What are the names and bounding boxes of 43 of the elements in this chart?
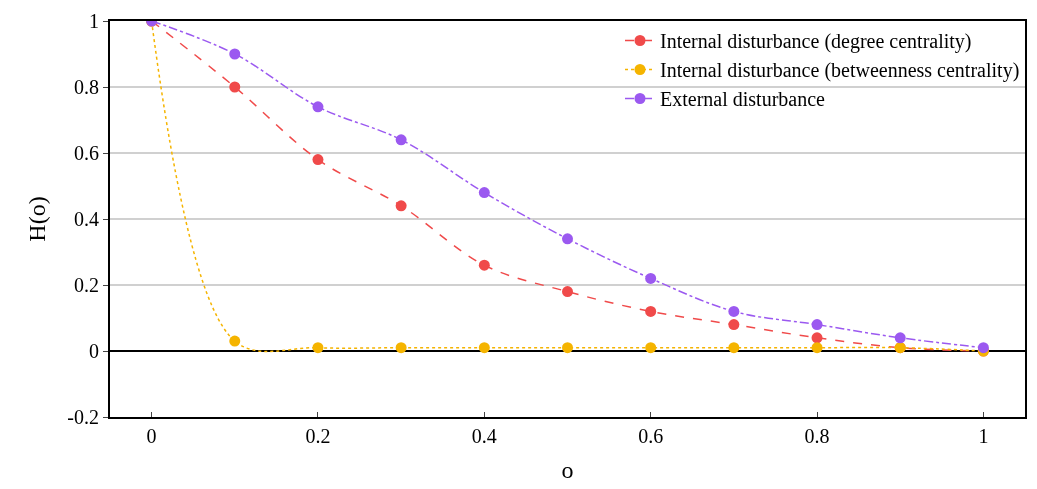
- y-tick-label: 0.2: [74, 274, 99, 296]
- point: [645, 272, 657, 284]
- point: [312, 101, 324, 113]
- point: [478, 342, 490, 354]
- point: [562, 233, 573, 245]
- legend-label: Internal disturbance (betweenness centrality): [660, 59, 1020, 83]
- point: [728, 319, 740, 331]
- point: [645, 342, 657, 354]
- point: [562, 342, 573, 354]
- point: [894, 332, 906, 344]
- legend-label: External disturbance: [660, 88, 826, 111]
- point: [395, 134, 407, 146]
- x-tick-label: 0.6: [638, 425, 664, 447]
- point: [811, 342, 823, 354]
- point: [645, 305, 657, 317]
- x-tick-label: 1: [978, 425, 989, 447]
- point: [229, 335, 241, 347]
- point: [312, 342, 324, 354]
- y-tick-label: -0.2: [67, 406, 99, 428]
- legend-label: Internal disturbance (degree centrality): [660, 30, 972, 54]
- y-tick-label: 0.8: [74, 76, 99, 98]
- point: [478, 187, 490, 199]
- point: [728, 305, 740, 317]
- y-axis-title: H(o): [23, 196, 50, 242]
- point: [312, 154, 324, 166]
- x-tick-label: 0: [146, 425, 157, 447]
- point: [478, 259, 490, 271]
- x-tick-label: 0.4: [471, 425, 497, 447]
- point: [229, 48, 241, 60]
- x-tick-label: 0.2: [305, 425, 331, 447]
- point: [395, 200, 407, 212]
- x-tick-label: 0.8: [804, 425, 830, 447]
- point: [728, 342, 740, 354]
- point: [811, 332, 823, 344]
- y-tick-label: 1: [89, 10, 99, 32]
- y-tick-label: 0.4: [74, 208, 99, 230]
- y-tick-label: 0.6: [74, 142, 99, 164]
- point: [562, 286, 573, 298]
- point: [811, 319, 823, 331]
- y-tick-label: 0: [89, 340, 99, 362]
- point: [395, 342, 407, 354]
- x-axis-title: o: [561, 456, 574, 483]
- point: [229, 81, 241, 93]
